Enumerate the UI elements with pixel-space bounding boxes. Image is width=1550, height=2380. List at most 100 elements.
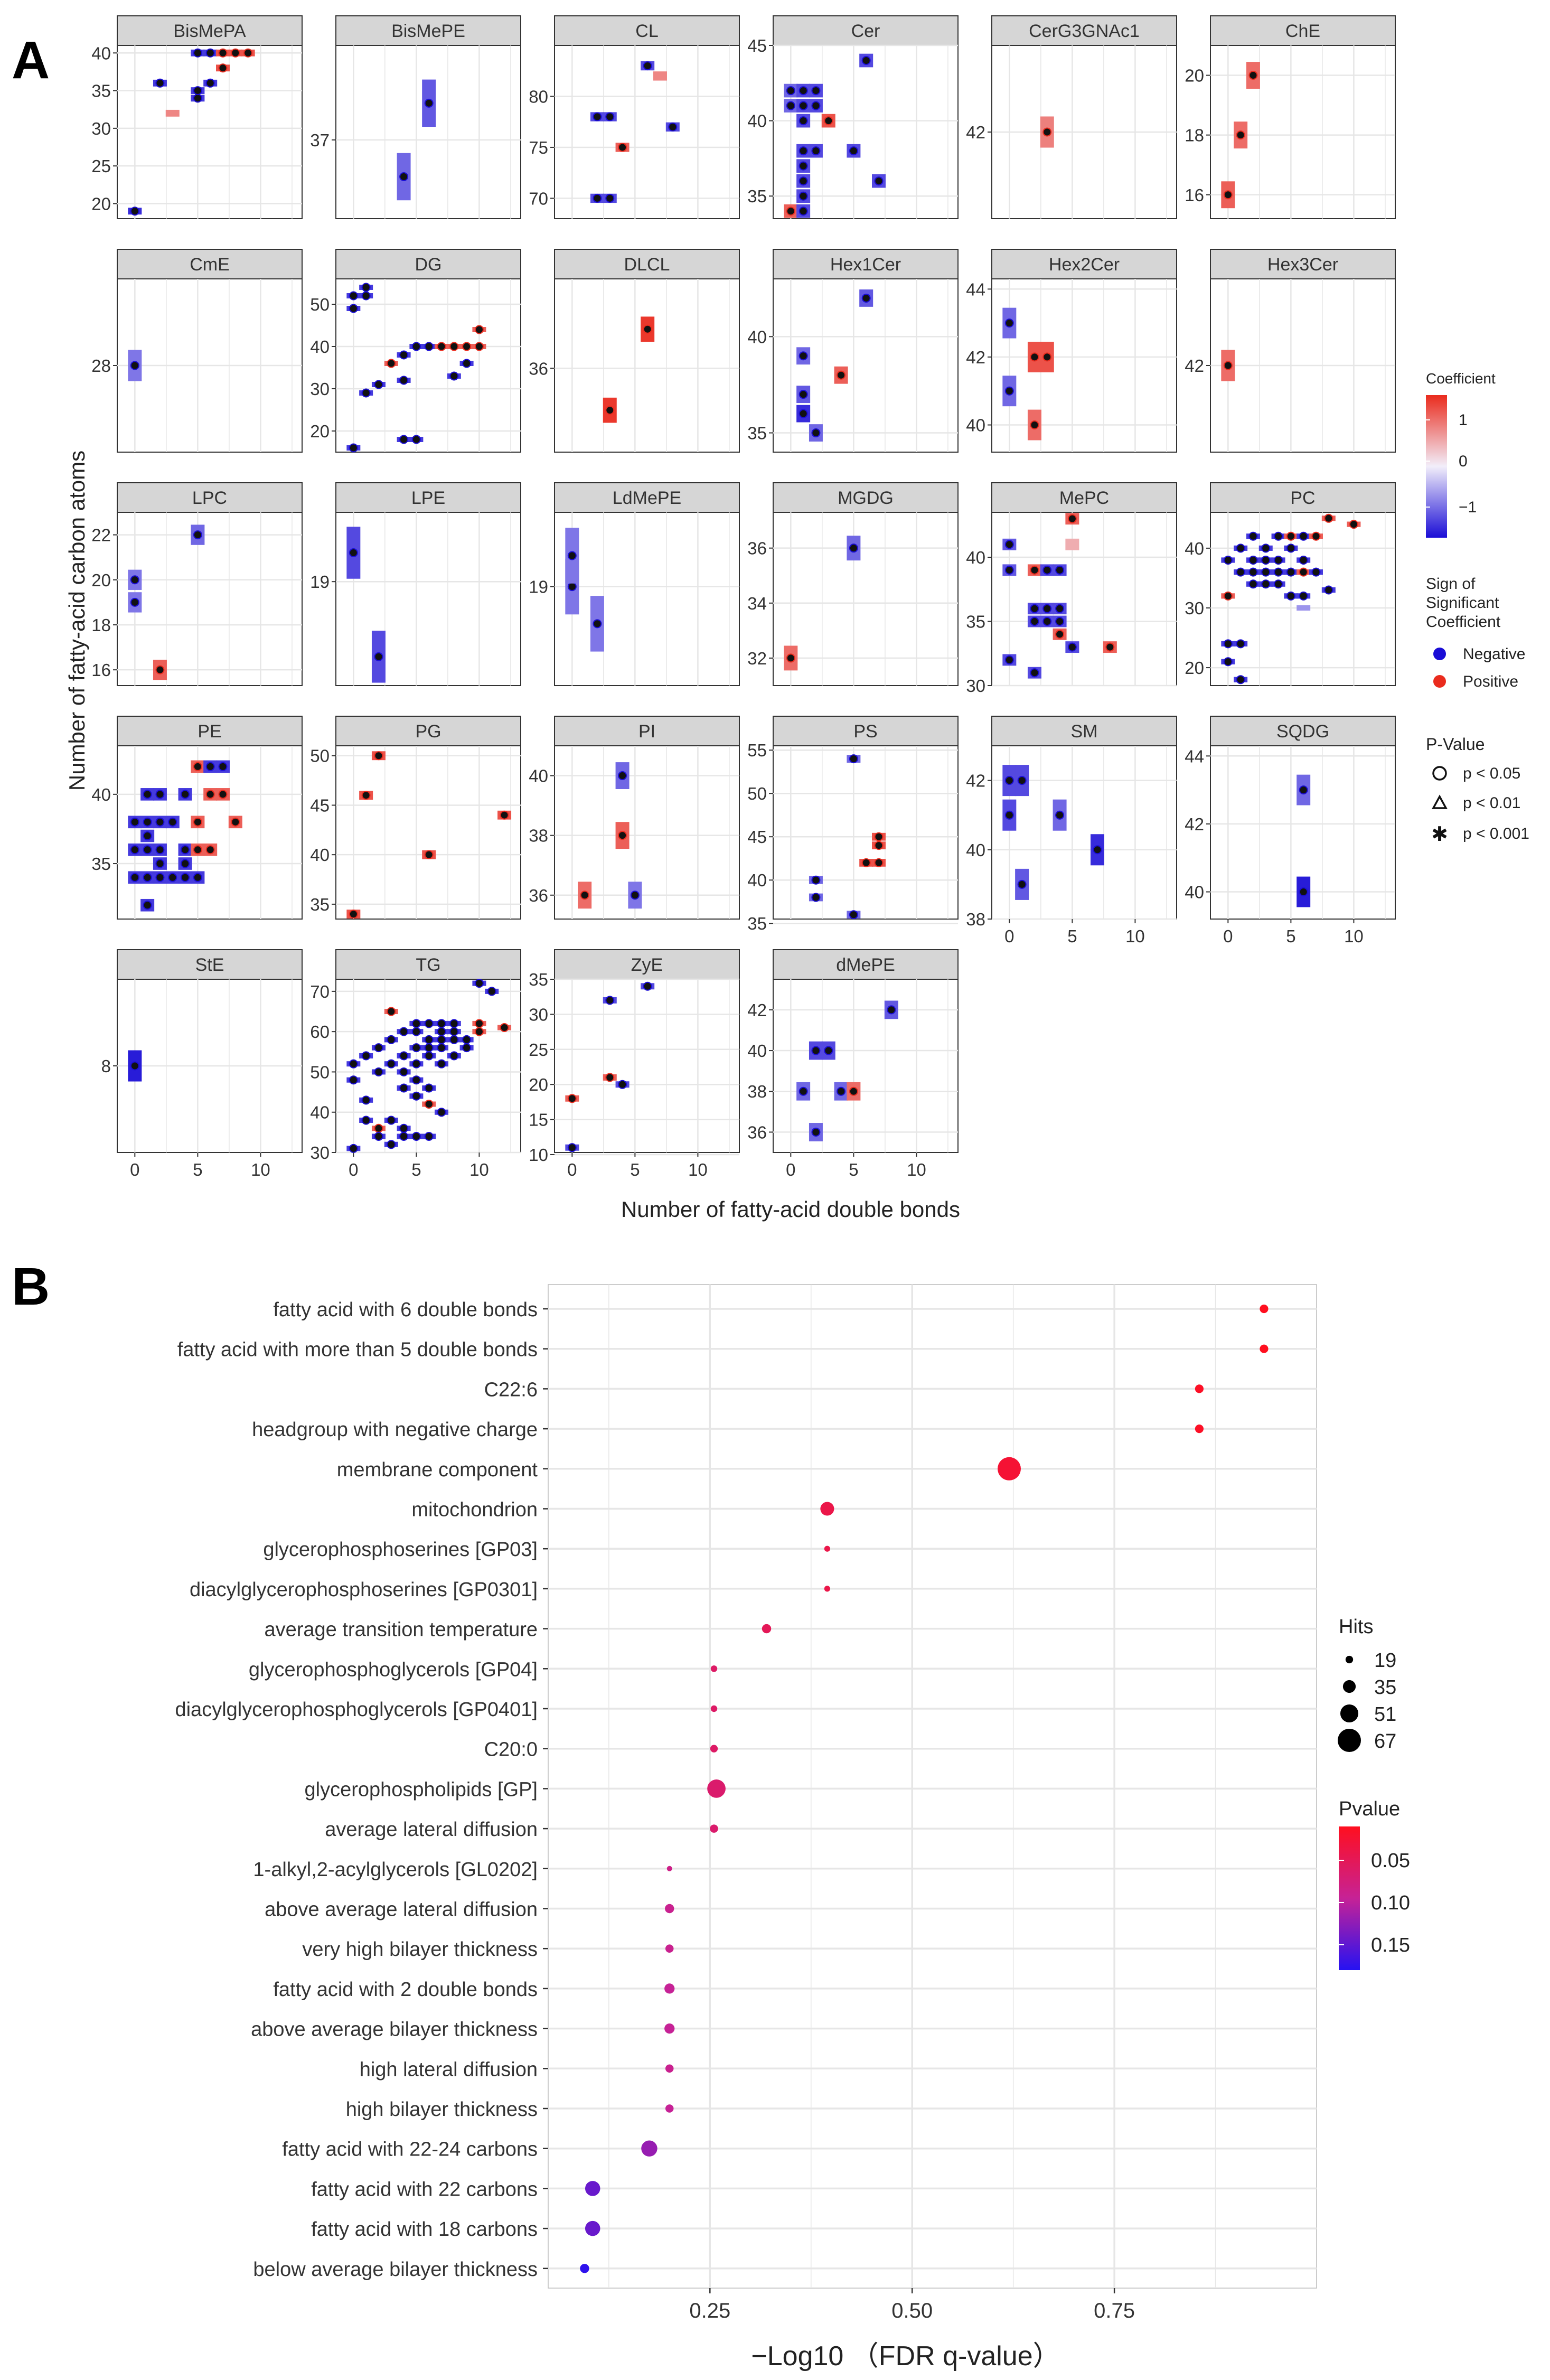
y-tick-label: 40	[1185, 883, 1204, 902]
y-tick-label: 20	[529, 1075, 548, 1094]
significance-marker	[1286, 531, 1295, 541]
significance-marker	[799, 101, 808, 110]
significance-marker	[361, 1051, 371, 1061]
significance-marker	[143, 901, 152, 910]
significance-marker	[1042, 352, 1052, 362]
significance-marker	[799, 409, 808, 418]
facet-StE: StE 8 0 5 10	[101, 949, 303, 1179]
y-tick-label: 25	[91, 156, 111, 176]
significance-marker	[411, 1131, 421, 1141]
term-point	[665, 1904, 674, 1914]
y-tick-label: 40	[310, 337, 330, 357]
term-point	[820, 1502, 834, 1516]
facet-strip	[554, 949, 740, 980]
significance-marker	[643, 61, 652, 71]
significance-marker	[411, 342, 421, 351]
pvalue-legend-label: p < 0.001	[1463, 825, 1529, 842]
significance-marker	[399, 1067, 409, 1076]
term-point	[707, 1779, 726, 1798]
facet-title: PC	[1290, 488, 1315, 508]
panel-a-y-axis-label: Number of fatty-acid carbon atoms	[64, 451, 89, 791]
y-tick-label: 19	[310, 572, 330, 592]
facet-Hex3Cer: Hex3Cer 42	[1185, 249, 1396, 453]
facet-PE: PE 35 40	[91, 716, 303, 920]
facet-grid-lines	[555, 978, 739, 1156]
significance-marker	[1030, 617, 1039, 626]
significance-marker	[411, 1027, 421, 1036]
facet-title: LPE	[411, 488, 445, 508]
significance-marker	[130, 817, 139, 827]
term-point	[580, 2264, 589, 2273]
significance-marker	[1223, 555, 1233, 565]
facet-strip	[335, 15, 521, 46]
facet-title: StE	[195, 955, 224, 975]
significance-marker	[205, 48, 215, 58]
significance-marker	[861, 56, 871, 65]
significance-marker	[387, 1140, 396, 1149]
significance-marker	[811, 86, 821, 96]
significance-marker	[361, 291, 371, 301]
significance-marker	[605, 112, 615, 121]
y-tick-label: 45	[310, 795, 330, 815]
asterisk-key-icon: ✱	[1431, 823, 1448, 846]
panel-a-x-axis-label: Number of fatty-acid double bonds	[621, 1197, 960, 1222]
facet-title: ZyE	[631, 955, 663, 975]
x-tick-label: 5	[1286, 926, 1295, 946]
significance-marker	[411, 1043, 421, 1053]
facet-panel	[991, 278, 1177, 453]
facet-strip	[1210, 249, 1396, 279]
sign-legend-key	[1433, 648, 1446, 660]
facet-panel	[554, 278, 740, 453]
significance-marker	[1286, 567, 1295, 577]
tile	[1065, 538, 1079, 550]
term-point	[585, 2220, 600, 2236]
significance-marker	[130, 207, 139, 216]
facet-grid-lines	[336, 746, 521, 919]
facet-grid-lines	[117, 45, 302, 219]
facet-title: Hex2Cer	[1049, 255, 1120, 275]
y-tick-label: 42	[1185, 814, 1204, 834]
significance-marker	[593, 193, 602, 203]
y-tick-label: 22	[91, 526, 111, 545]
significance-marker	[143, 790, 152, 799]
significance-marker	[1030, 352, 1039, 362]
facet-SQDG: SQDG 40 42 44 0 5 10	[1185, 716, 1396, 946]
significance-marker	[193, 93, 202, 103]
significance-marker	[1324, 585, 1333, 595]
significance-marker	[824, 1046, 833, 1055]
significance-marker	[799, 207, 808, 216]
facet-strip	[773, 482, 959, 513]
significance-marker	[193, 845, 202, 855]
y-tick-label: 44	[966, 279, 985, 299]
y-tick-label: 35	[966, 612, 985, 632]
hits-legend-label: 35	[1374, 1676, 1396, 1699]
y-tick-label: 8	[101, 1056, 111, 1076]
term-label: fatty acid with 6 double bonds	[273, 1299, 538, 1321]
significance-marker	[1017, 879, 1027, 889]
facet-strip	[117, 716, 303, 746]
term-point	[1260, 1344, 1269, 1353]
significance-marker	[449, 1035, 459, 1044]
significance-marker	[1223, 639, 1233, 649]
facet-title: PE	[198, 722, 221, 742]
significance-marker	[799, 191, 808, 201]
significance-marker	[1311, 567, 1321, 577]
term-point	[665, 1944, 674, 1953]
x-tick-label: 10	[907, 1160, 926, 1179]
significance-marker	[130, 845, 139, 855]
significance-marker	[411, 435, 421, 444]
significance-marker	[1248, 579, 1258, 589]
panel-a: A BisMePA2025303540BisMePE37CL707580Cer3…	[12, 15, 1529, 1222]
y-tick-label: 15	[529, 1110, 548, 1130]
term-point	[710, 1665, 718, 1672]
significance-marker	[799, 146, 808, 156]
significance-marker	[181, 845, 190, 855]
significance-marker	[874, 841, 884, 850]
term-point	[1195, 1384, 1204, 1393]
facet-grid-lines	[992, 746, 1177, 920]
significance-marker	[155, 859, 165, 868]
significance-marker	[424, 1099, 434, 1109]
significance-marker	[168, 873, 177, 882]
significance-marker	[387, 1059, 396, 1069]
